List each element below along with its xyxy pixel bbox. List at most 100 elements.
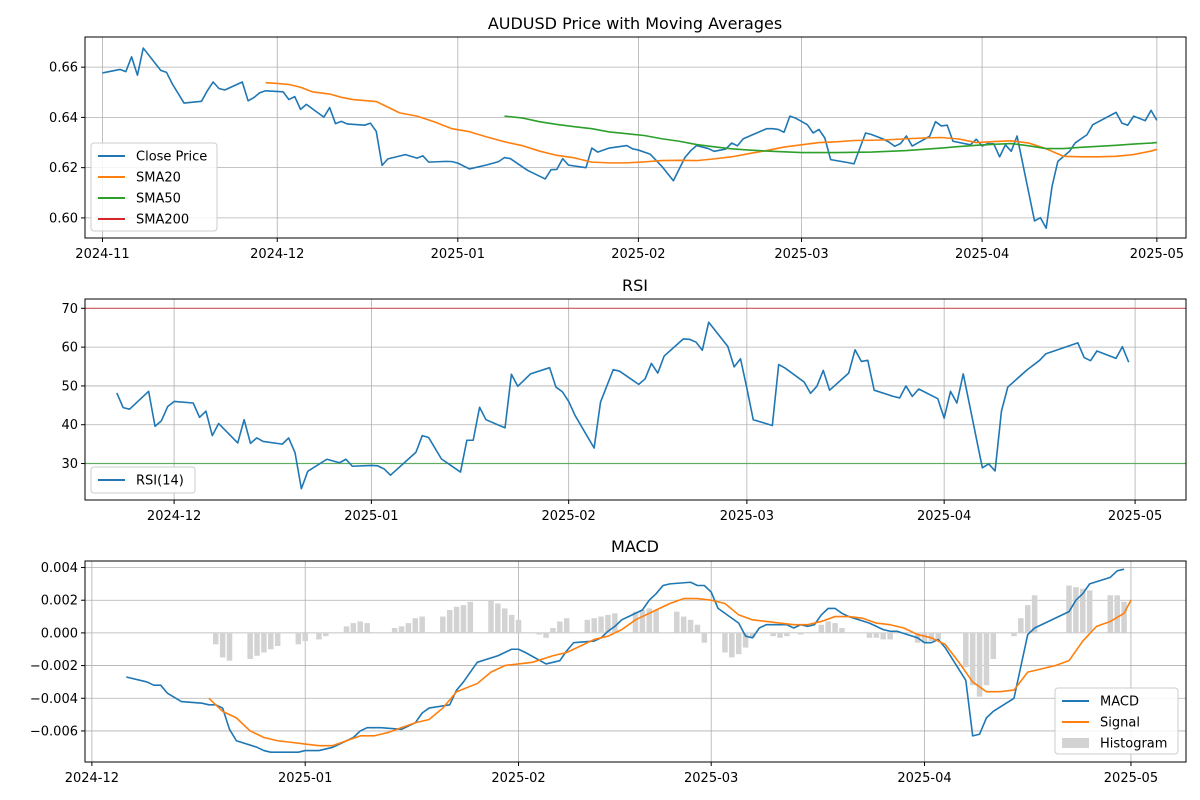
price-chart-title: AUDUSD Price with Moving Averages bbox=[488, 14, 782, 33]
histogram-bar bbox=[419, 616, 425, 633]
histogram-bar bbox=[550, 628, 556, 633]
histogram-bar bbox=[632, 611, 639, 633]
histogram-bar bbox=[639, 610, 646, 633]
macd-x-tick-label: 2025-01 bbox=[278, 771, 332, 786]
rsi-x-tick-label: 2025-05 bbox=[1108, 509, 1162, 524]
histogram-bar bbox=[446, 610, 453, 633]
rsi-x-tick-label: 2025-04 bbox=[917, 509, 971, 524]
sma200-legend-label: SMA200 bbox=[136, 213, 189, 228]
histogram-bar bbox=[742, 632, 749, 648]
price-legend-box bbox=[90, 142, 218, 232]
histogram-bar bbox=[219, 632, 226, 658]
price-y-tick-label: 0.60 bbox=[49, 211, 78, 226]
macd-x-tick-label: 2025-04 bbox=[897, 771, 951, 786]
histogram-bar bbox=[536, 632, 542, 635]
price-x-tick-label: 2024-11 bbox=[75, 247, 129, 262]
histogram-legend-swatch bbox=[1062, 738, 1089, 748]
histogram-bar bbox=[405, 623, 412, 633]
rsi-x-tick-label: 2025-02 bbox=[542, 509, 596, 524]
histogram-bar bbox=[873, 632, 880, 638]
price-axes-frame bbox=[84, 36, 1187, 239]
signal-line bbox=[208, 597, 1132, 747]
histogram-bar bbox=[969, 632, 976, 686]
rsi-y-tick-label: 60 bbox=[61, 341, 78, 356]
histogram-bar bbox=[302, 632, 308, 642]
histogram-bar bbox=[295, 632, 302, 645]
rsi-y-tick-label: 70 bbox=[61, 302, 78, 317]
rsi-legend-box bbox=[90, 466, 196, 494]
histogram-bar bbox=[364, 623, 370, 633]
histogram-bar bbox=[357, 621, 364, 633]
price-x-tick-label: 2025-02 bbox=[611, 247, 665, 262]
histogram-bar bbox=[784, 632, 790, 637]
histogram-bar bbox=[963, 632, 969, 668]
macd-y-tick-label: −0.006 bbox=[30, 724, 78, 739]
histogram-legend-label: Histogram bbox=[1100, 737, 1167, 752]
histogram-bar bbox=[680, 616, 687, 633]
histogram-bar bbox=[832, 623, 838, 633]
histogram-bar bbox=[1031, 595, 1038, 633]
macd-x-tick-label: 2025-03 bbox=[684, 771, 738, 786]
price-y-tick-label: 0.62 bbox=[49, 161, 78, 176]
histogram-bar bbox=[990, 632, 997, 660]
macd-y-tick-label: 0.004 bbox=[41, 561, 78, 576]
rsi-y-tick-label: 30 bbox=[61, 457, 78, 472]
histogram-bar bbox=[515, 619, 522, 633]
rsi-x-tick-label: 2024-12 bbox=[147, 509, 201, 524]
histogram-bar bbox=[866, 632, 873, 638]
histogram-bar bbox=[412, 618, 419, 633]
histogram-bar bbox=[887, 632, 893, 640]
histogram-bar bbox=[563, 618, 570, 633]
sma50-legend-label: SMA50 bbox=[136, 192, 181, 207]
histogram-bar bbox=[825, 621, 831, 633]
histogram-bar bbox=[1066, 585, 1072, 633]
macd-y-tick-label: 0.002 bbox=[41, 594, 78, 609]
histogram-bar bbox=[701, 632, 708, 643]
close-price-legend-label: Close Price bbox=[136, 150, 207, 165]
macd-y-tick-label: −0.002 bbox=[30, 659, 78, 674]
price-y-tick-label: 0.66 bbox=[49, 61, 78, 76]
histogram-bar bbox=[343, 626, 350, 633]
rsi-panel: RSI 2024-12 2025-01 2025-02 2025-03 2025-04 2… bbox=[61, 276, 1187, 524]
histogram-bar bbox=[557, 621, 563, 633]
histogram-bar bbox=[694, 624, 701, 633]
histogram-bar bbox=[584, 619, 591, 633]
macd-x-tick-label: 2024-12 bbox=[65, 771, 119, 786]
sma20-line bbox=[265, 81, 1158, 164]
histogram-bar bbox=[749, 632, 756, 638]
histogram-bar bbox=[274, 632, 281, 646]
price-x-tick-label: 2025-01 bbox=[431, 247, 485, 262]
sma50-line bbox=[504, 115, 1157, 154]
histogram-bar bbox=[839, 628, 845, 633]
histogram-bar bbox=[797, 632, 804, 635]
histogram-bar bbox=[646, 608, 653, 633]
rsi-x-tick-label: 2025-03 bbox=[720, 509, 774, 524]
histogram-bar bbox=[722, 632, 728, 653]
histogram-bar bbox=[508, 614, 515, 633]
histogram-bar bbox=[1018, 618, 1024, 633]
histogram-bar bbox=[735, 632, 742, 655]
histogram-bar bbox=[247, 632, 253, 660]
histogram-bar bbox=[983, 632, 990, 686]
price-legend: Close Price SMA20 SMA50 SMA200 bbox=[90, 142, 218, 232]
macd-axes-frame bbox=[84, 560, 1187, 763]
rsi-x-tick-label: 2025-01 bbox=[344, 509, 398, 524]
histogram-bar bbox=[591, 618, 597, 633]
histogram-bar bbox=[1080, 588, 1086, 633]
histogram-bar bbox=[453, 606, 460, 633]
macd-y-tick-label: 0.000 bbox=[41, 626, 78, 641]
histogram-bar bbox=[398, 626, 405, 633]
histogram-bar bbox=[1073, 587, 1079, 633]
histogram-bar bbox=[880, 632, 886, 640]
histogram-bar bbox=[612, 613, 618, 633]
histogram-bar bbox=[1107, 595, 1114, 633]
signal-legend-label: Signal bbox=[1100, 716, 1140, 731]
price-x-tick-label: 2025-05 bbox=[1130, 247, 1184, 262]
histogram-bar bbox=[323, 632, 329, 637]
macd-chart-title: MACD bbox=[611, 537, 659, 556]
histogram-bar bbox=[1024, 605, 1031, 633]
macd-legend: MACD Signal Histogram bbox=[1054, 687, 1179, 755]
histogram-bar bbox=[495, 603, 501, 633]
rsi-axes-frame bbox=[84, 298, 1187, 501]
histogram-bar bbox=[261, 632, 267, 653]
